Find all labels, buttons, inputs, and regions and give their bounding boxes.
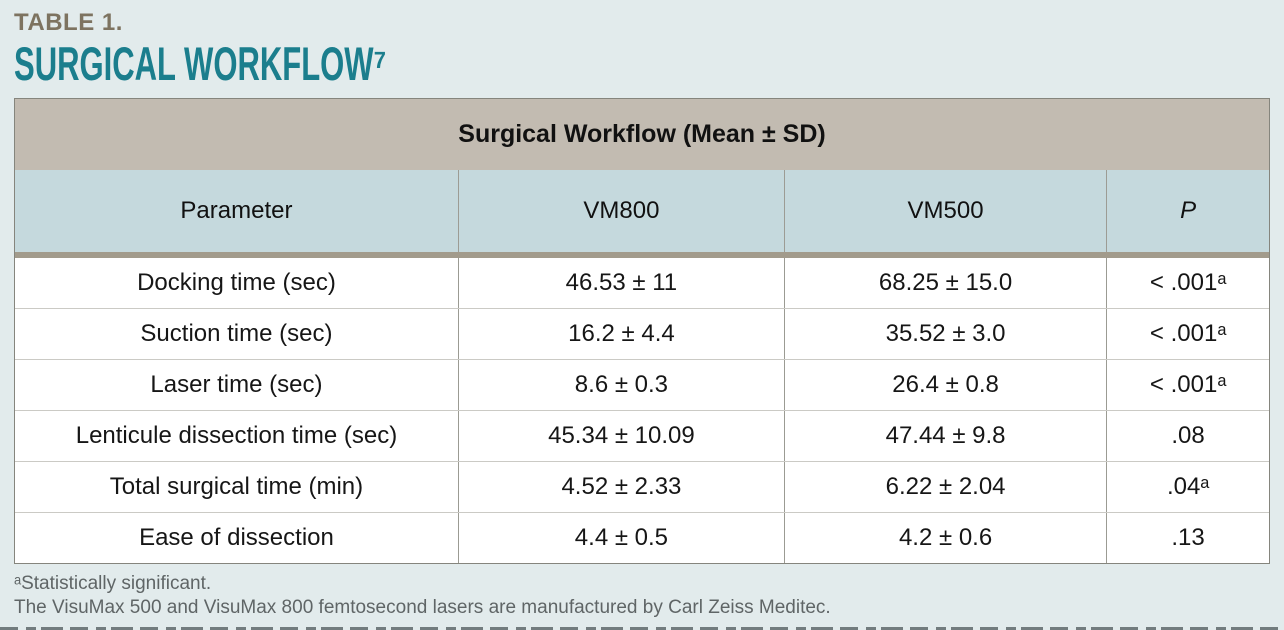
table-row-lenticule-dissection-time: Lenticule dissection time (sec) 45.34 ± … [15,410,1269,462]
footnote-significance: ᵃStatistically significant. [14,573,212,595]
parameter-cell: Ease of dissection [15,513,459,564]
vm500-value-cell: 6.22 ± 2.04 [785,462,1108,513]
parameter-cell: Suction time (sec) [15,309,459,360]
parameter-cell: Lenticule dissection time (sec) [15,411,459,462]
table-number-label: TABLE 1. [14,9,123,36]
table-row-ease-of-dissection: Ease of dissection 4.4 ± 0.5 4.2 ± 0.6 .… [15,512,1269,564]
table-caption: Surgical Workflow (Mean ± SD) [15,99,1269,171]
p-value-cell: < .001ᵃ [1149,371,1227,399]
p-value-cell: .08 [1171,422,1205,450]
column-header-p-value: P [1180,197,1197,225]
vm800-value-cell: 46.53 ± 11 [459,258,785,309]
surgical-workflow-table: Surgical Workflow (Mean ± SD) Parameter … [14,98,1270,565]
table-row-suction-time: Suction time (sec) 16.2 ± 4.4 35.52 ± 3.… [15,308,1269,360]
vm500-value-cell: 4.2 ± 0.6 [785,513,1108,564]
column-header-vm500: VM500 [785,170,1108,253]
column-header-vm800: VM800 [459,170,785,253]
header-body-divider [15,252,1269,259]
vm800-value-cell: 4.4 ± 0.5 [459,513,785,564]
vm800-value-cell: 45.34 ± 10.09 [459,411,785,462]
vm500-value-cell: 26.4 ± 0.8 [785,360,1108,411]
p-value-cell: .04ᵃ [1166,473,1210,501]
table-footnotes: ᵃStatistically significant. The VisuMax … [14,572,1270,620]
page-title: SURGICAL WORKFLOW⁷ [14,37,387,91]
parameter-cell: Laser time (sec) [15,360,459,411]
cropped-next-line-artifact [0,627,1284,630]
vm500-value-cell: 68.25 ± 15.0 [785,258,1108,309]
parameter-cell: Total surgical time (min) [15,462,459,513]
vm800-value-cell: 8.6 ± 0.3 [459,360,785,411]
column-header-parameter: Parameter [15,170,459,253]
p-value-cell: < .001ᵃ [1149,320,1227,348]
vm800-value-cell: 16.2 ± 4.4 [459,309,785,360]
vm800-value-cell: 4.52 ± 2.33 [459,462,785,513]
footnote-manufacturer: The VisuMax 500 and VisuMax 800 femtosec… [14,597,831,619]
vm500-value-cell: 47.44 ± 9.8 [785,411,1108,462]
parameter-cell: Docking time (sec) [15,258,459,309]
table-row-total-surgical-time: Total surgical time (min) 4.52 ± 2.33 6.… [15,461,1269,513]
table-row-docking-time: Docking time (sec) 46.53 ± 11 68.25 ± 15… [15,258,1269,309]
table-header-row: Parameter VM800 VM500 P [15,170,1269,253]
p-value-cell: < .001ᵃ [1149,269,1227,297]
table-row-laser-time: Laser time (sec) 8.6 ± 0.3 26.4 ± 0.8 < … [15,359,1269,411]
vm500-value-cell: 35.52 ± 3.0 [785,309,1108,360]
p-value-cell: .13 [1171,524,1205,552]
